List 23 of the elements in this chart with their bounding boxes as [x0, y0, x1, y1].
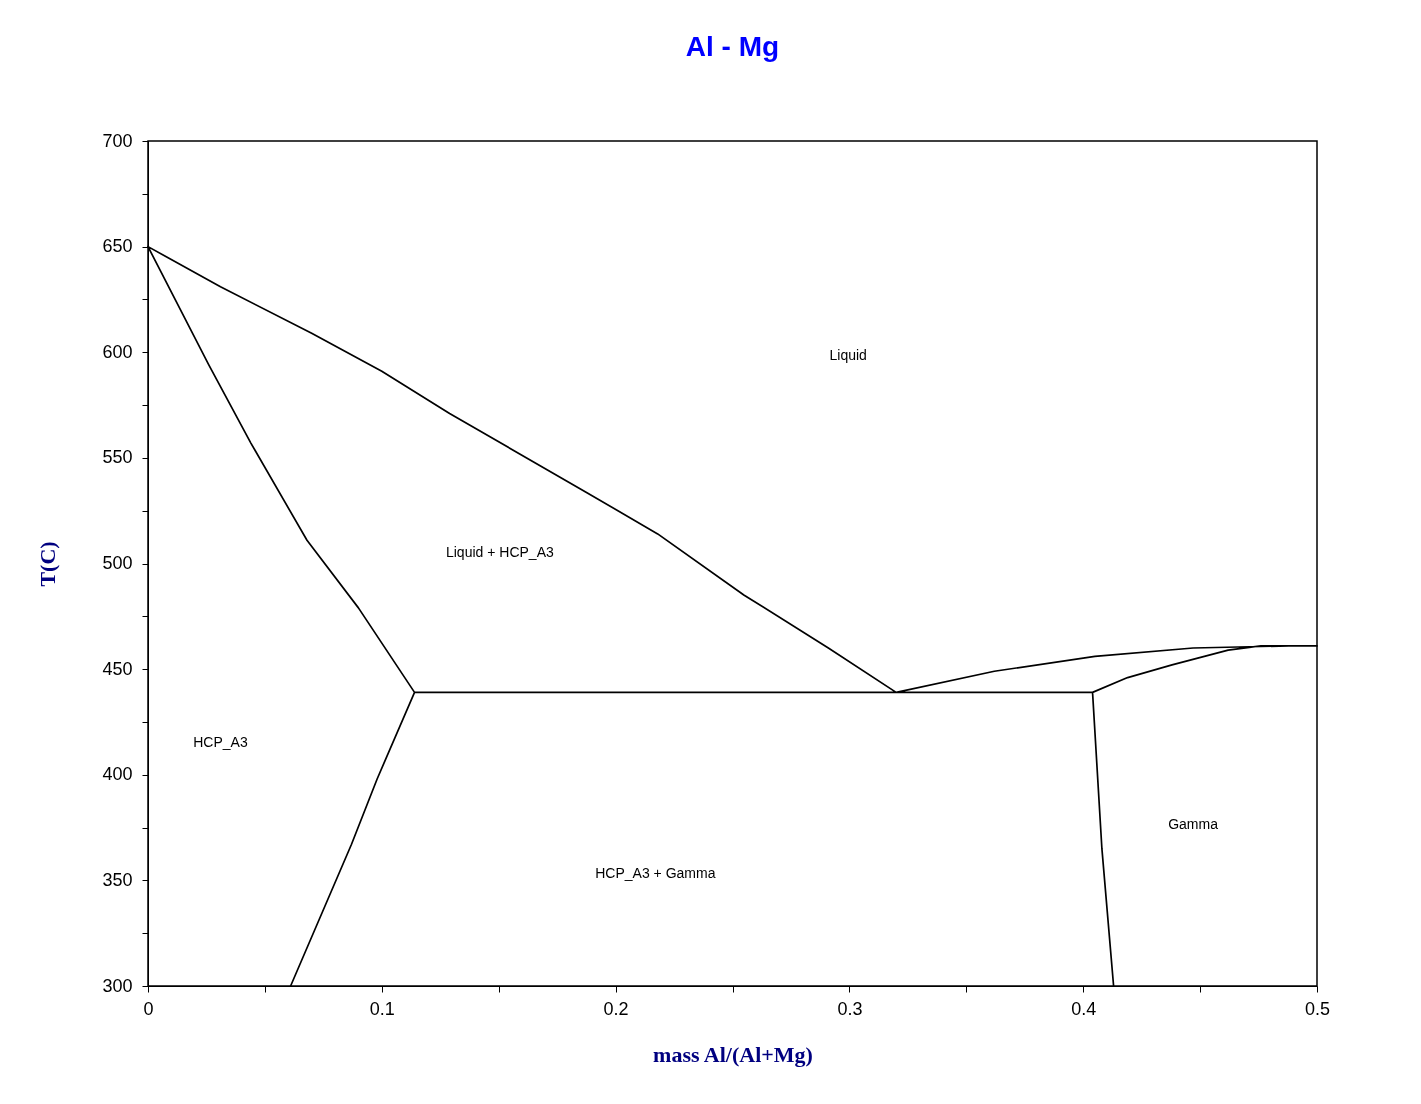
y-tick-label: 650 [102, 236, 133, 257]
x-axis-title: mass Al/(Al+Mg) [653, 1041, 813, 1067]
y-tick-label: 350 [102, 869, 133, 890]
x-tick-label: 0.1 [369, 998, 395, 1019]
annotation: HCP_A3 + Gamma [595, 865, 716, 882]
y-tick-label: 700 [102, 130, 133, 151]
y-tick-label: 400 [102, 764, 133, 785]
x-tick-label: 0 [143, 998, 154, 1019]
y-tick-label: 600 [102, 341, 133, 362]
y-tick-label: 450 [102, 658, 133, 679]
annotation: Liquid + HCP_A3 [445, 544, 554, 561]
chart-title: Al - Mg [685, 31, 780, 62]
y-tick-label: 500 [102, 553, 133, 573]
x-tick-label: 0.2 [603, 998, 629, 1019]
x-tick-label: 0.5 [1304, 998, 1331, 1019]
annotation: Liquid [829, 347, 867, 364]
x-tick-label: 0.4 [1071, 998, 1097, 1019]
y-axis-title: T(C) [35, 541, 61, 587]
annotation: Gamma [1168, 816, 1219, 833]
annotation: HCP_A3 [193, 734, 248, 751]
y-tick-label: 300 [102, 975, 133, 996]
x-tick-label: 0.3 [837, 998, 863, 1019]
y-tick-label: 550 [102, 447, 133, 468]
